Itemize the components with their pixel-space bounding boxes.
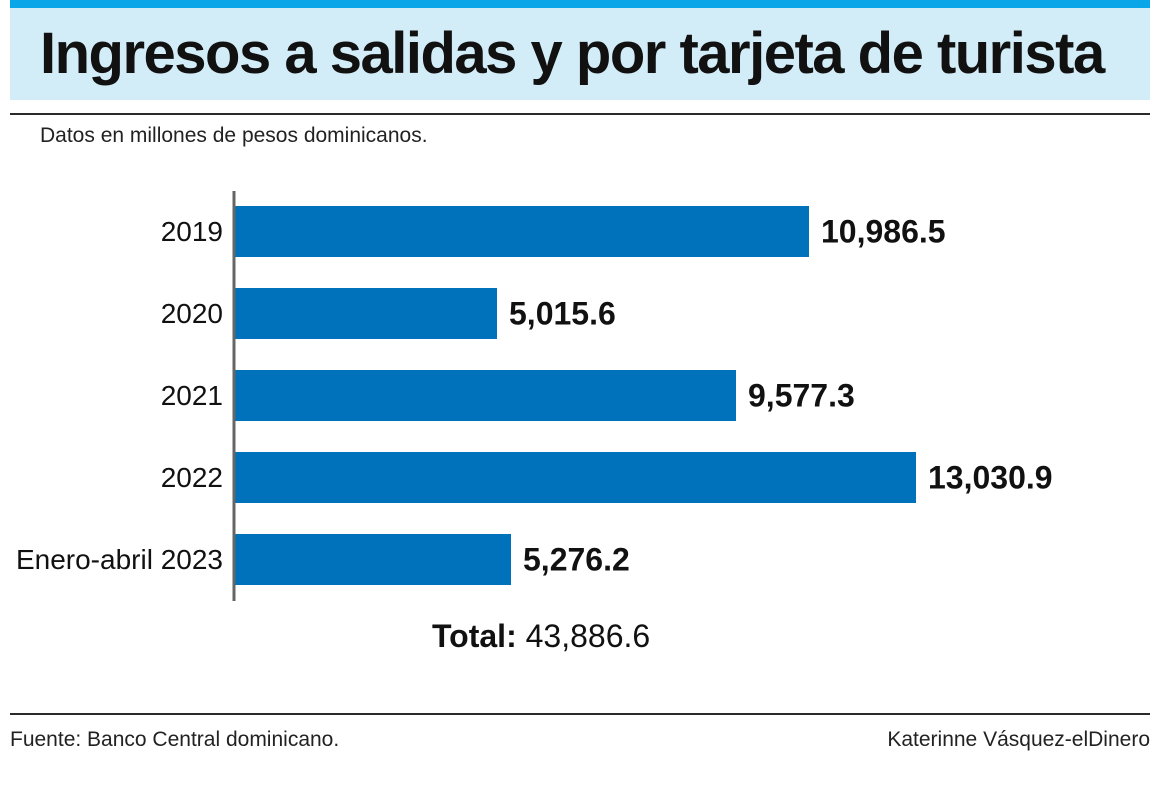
bar-0 — [235, 206, 809, 257]
top-divider — [10, 113, 1150, 115]
title-band — [10, 8, 1150, 100]
bar-2 — [235, 370, 736, 421]
data-label-1: 5,015.6 — [509, 296, 616, 332]
category-label-0: 2019 — [161, 216, 223, 247]
data-label-3: 13,030.9 — [928, 460, 1053, 496]
source-note: Fuente: Banco Central dominicano. — [10, 728, 340, 751]
author-credit: Katerinne Vásquez-elDinero — [887, 728, 1150, 751]
bar-4 — [235, 534, 511, 585]
data-label-2: 9,577.3 — [748, 378, 855, 414]
data-label-0: 10,986.5 — [821, 214, 946, 250]
top-accent-strip — [10, 0, 1150, 8]
category-label-4: Enero-abril 2023 — [16, 544, 223, 575]
bar-3 — [235, 452, 916, 503]
data-label-4: 5,276.2 — [523, 542, 630, 578]
total-summary: Total: 43,886.6 — [432, 618, 650, 655]
total-label: Total: — [432, 618, 517, 654]
bottom-divider — [10, 713, 1150, 715]
category-label-1: 2020 — [161, 298, 223, 329]
bar-chart: 2019 10,986.5 2020 5,015.6 2021 9,577.3 2022 13… — [16, 191, 1053, 601]
category-label-2: 2021 — [161, 380, 223, 411]
page-title: Ingresos a salidas y por tarjeta de turi… — [40, 21, 1105, 86]
total-value: 43,886.6 — [525, 618, 651, 654]
category-label-3: 2022 — [161, 462, 223, 493]
chart-subtitle: Datos en millones de pesos dominicanos. — [40, 124, 428, 147]
bar-1 — [235, 288, 497, 339]
